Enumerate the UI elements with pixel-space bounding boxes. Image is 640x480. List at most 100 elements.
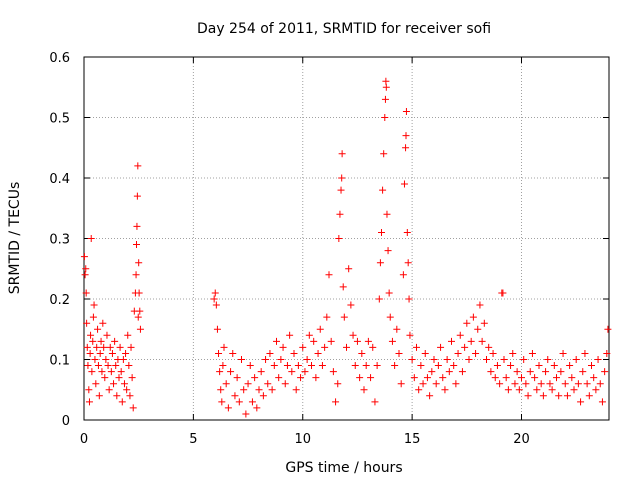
data-point xyxy=(94,362,102,370)
data-point xyxy=(111,337,119,345)
data-point xyxy=(101,374,109,382)
data-point xyxy=(112,362,120,370)
data-point xyxy=(135,289,143,297)
data-point xyxy=(559,349,567,357)
data-point xyxy=(264,380,272,388)
data-point xyxy=(579,368,587,376)
data-point xyxy=(218,398,226,406)
data-point xyxy=(531,374,539,382)
data-point xyxy=(491,374,499,382)
data-point xyxy=(339,283,347,291)
data-point xyxy=(242,410,250,418)
data-point xyxy=(97,337,105,345)
data-point xyxy=(268,386,276,394)
data-point xyxy=(574,380,582,388)
x-axis-title: GPS time / hours xyxy=(285,460,402,476)
data-point xyxy=(248,398,256,406)
data-point xyxy=(445,368,453,376)
data-point xyxy=(417,362,425,370)
data-point xyxy=(410,374,418,382)
data-point xyxy=(458,368,466,376)
data-point xyxy=(548,386,556,394)
data-point xyxy=(542,368,550,376)
data-point xyxy=(524,392,532,400)
data-point xyxy=(117,368,125,376)
data-point xyxy=(373,362,381,370)
data-point xyxy=(233,374,241,382)
data-point xyxy=(133,192,141,200)
data-point xyxy=(371,398,379,406)
data-point xyxy=(443,356,451,363)
data-point xyxy=(432,380,440,388)
data-point xyxy=(604,325,612,333)
data-point xyxy=(393,325,401,333)
data-point xyxy=(336,210,344,218)
data-point xyxy=(456,331,464,339)
data-point xyxy=(338,174,346,182)
data-point xyxy=(408,356,416,363)
data-point xyxy=(400,180,408,188)
data-point xyxy=(557,368,565,376)
data-point xyxy=(381,114,389,121)
data-point xyxy=(299,343,307,351)
data-point xyxy=(107,368,115,376)
data-point xyxy=(402,107,410,115)
data-point xyxy=(568,374,576,382)
x-tick-label: 20 xyxy=(513,432,530,447)
data-point xyxy=(518,374,525,382)
data-point xyxy=(82,289,90,297)
data-point xyxy=(395,349,403,357)
data-point xyxy=(338,150,346,158)
data-point xyxy=(434,362,442,370)
data-point xyxy=(507,362,515,370)
x-tick-label: 15 xyxy=(404,432,421,447)
data-point xyxy=(110,380,118,388)
data-point xyxy=(375,295,383,303)
data-point xyxy=(105,386,113,394)
data-point xyxy=(343,343,350,351)
data-point xyxy=(283,362,291,370)
data-point xyxy=(515,386,523,394)
data-point xyxy=(235,398,243,406)
data-point xyxy=(448,337,455,345)
data-point xyxy=(136,325,144,333)
data-point xyxy=(452,380,460,388)
data-point xyxy=(358,349,366,357)
data-point xyxy=(382,77,390,85)
data-point xyxy=(406,331,414,339)
data-point xyxy=(563,392,571,400)
data-point xyxy=(87,331,95,339)
data-point xyxy=(132,271,140,279)
data-point xyxy=(113,392,121,400)
data-point xyxy=(129,404,137,412)
data-point xyxy=(511,380,519,388)
data-point xyxy=(90,301,98,309)
data-point xyxy=(213,325,221,333)
data-point xyxy=(323,313,331,321)
data-point xyxy=(104,362,112,370)
data-point xyxy=(489,349,497,357)
data-point xyxy=(314,349,322,357)
data-point xyxy=(246,362,254,370)
data-point xyxy=(224,404,232,412)
data-point xyxy=(290,349,298,357)
data-point xyxy=(308,362,315,370)
data-point xyxy=(332,398,340,406)
data-point xyxy=(292,386,300,394)
data-point xyxy=(87,235,95,242)
data-point xyxy=(349,331,357,339)
data-point xyxy=(535,362,543,370)
data-point xyxy=(253,404,261,412)
data-point xyxy=(279,343,287,351)
data-point xyxy=(476,301,484,309)
data-point xyxy=(220,343,228,351)
data-points xyxy=(80,77,612,418)
data-point xyxy=(402,144,410,152)
data-point xyxy=(251,374,259,382)
data-point xyxy=(126,392,134,400)
data-point xyxy=(277,356,285,363)
data-point xyxy=(485,343,493,351)
data-point xyxy=(379,186,387,194)
grid xyxy=(84,57,609,420)
